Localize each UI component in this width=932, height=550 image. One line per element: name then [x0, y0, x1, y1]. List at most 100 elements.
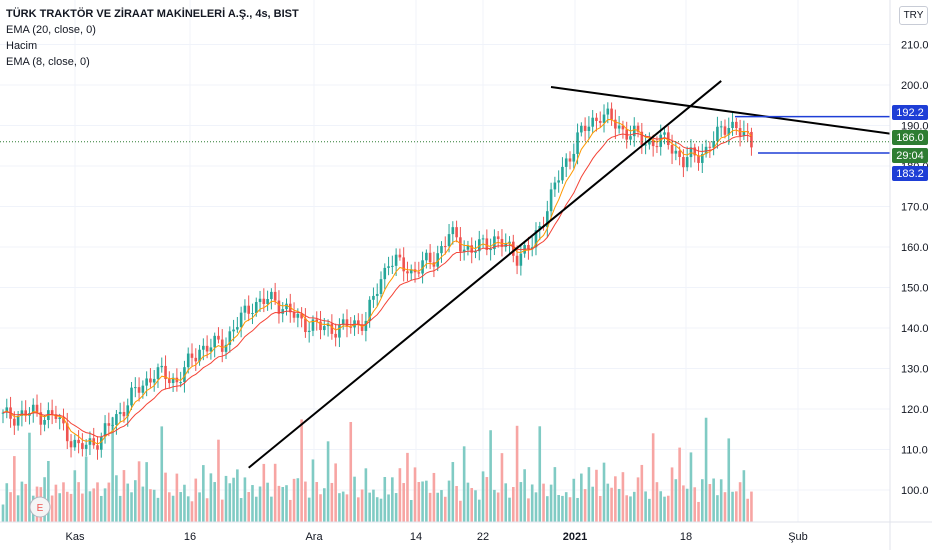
- candle-body: [402, 257, 405, 272]
- candle-body: [587, 126, 591, 132]
- volume-bar: [496, 492, 500, 522]
- volume-bar: [723, 492, 727, 522]
- candle-body: [54, 414, 58, 419]
- countdown-tag-bg: [892, 148, 928, 163]
- volume-bar: [213, 482, 216, 522]
- time-tick-label: Şub: [788, 531, 808, 543]
- volume-bar: [674, 479, 678, 522]
- volume-bar: [451, 462, 455, 522]
- currency-button[interactable]: TRY: [899, 6, 928, 25]
- volume-bar: [617, 488, 621, 522]
- price-tick-label: 150.0: [901, 283, 929, 295]
- volume-bar: [542, 483, 545, 522]
- candle-body: [447, 234, 451, 247]
- price-axis[interactable]: 210.0200.0190.0180.0170.0160.0150.0140.0…: [889, 0, 929, 550]
- candle-body: [515, 255, 519, 266]
- candle-body: [474, 251, 477, 253]
- candle-body: [409, 269, 413, 274]
- candle-body: [368, 299, 371, 321]
- candle-body: [651, 139, 655, 147]
- volume-bar: [186, 496, 190, 522]
- volume-bar: [636, 477, 640, 522]
- candle-body: [141, 385, 145, 393]
- volume-bar: [489, 430, 492, 522]
- candle-body: [236, 327, 239, 330]
- volume-bars: [1, 417, 753, 522]
- candle-body: [5, 407, 9, 413]
- ema20-legend[interactable]: EMA (20, close, 0): [6, 24, 96, 36]
- volume-bar: [443, 496, 447, 522]
- volume-legend[interactable]: Hacim: [6, 40, 38, 52]
- candle-body: [330, 323, 334, 334]
- ema8-legend[interactable]: EMA (8, close, 0): [6, 56, 90, 68]
- candle-body: [538, 226, 542, 231]
- volume-bar: [54, 484, 58, 522]
- volume-bar: [561, 495, 564, 522]
- volume-bar: [440, 490, 443, 522]
- volume-bar: [81, 493, 84, 522]
- volume-bar: [1, 504, 5, 522]
- candle-body: [243, 305, 247, 313]
- candle-body: [149, 378, 152, 383]
- candle-body: [685, 157, 689, 168]
- volume-bar: [232, 477, 235, 522]
- resistance-tag-bg: [892, 105, 928, 120]
- candle-body: [496, 236, 500, 239]
- volume-bar: [202, 465, 205, 522]
- candle-body: [614, 119, 617, 129]
- candle-body: [549, 189, 553, 212]
- candle-body: [205, 345, 209, 352]
- earnings-badge[interactable]: E: [29, 496, 51, 518]
- candle-body: [576, 132, 579, 154]
- candle-body: [512, 241, 515, 256]
- volume-bar: [515, 425, 519, 522]
- candle-body: [727, 127, 731, 135]
- volume-bar: [557, 495, 560, 522]
- candle-body: [557, 180, 560, 183]
- volume-bar: [602, 462, 606, 522]
- volume-bar: [357, 497, 360, 522]
- earnings-badge-circle[interactable]: [29, 496, 51, 518]
- earnings-badge-label: E: [37, 503, 44, 514]
- candle-body: [334, 333, 337, 338]
- candle-body: [421, 260, 424, 274]
- volume-bar: [406, 452, 409, 522]
- volume-bar: [323, 488, 326, 522]
- candle-body: [315, 319, 319, 322]
- candle-body: [62, 417, 65, 424]
- volume-bar: [572, 478, 576, 522]
- volume-bar: [670, 467, 674, 522]
- candle-body: [383, 267, 387, 280]
- candle-body: [81, 443, 84, 449]
- candle-body: [387, 266, 390, 268]
- time-axis[interactable]: Kas 16 Ara 14 22 2021 18 Şub: [0, 521, 932, 543]
- ema-lines: [0, 118, 890, 445]
- candle-body: [606, 108, 610, 115]
- volume-bar: [666, 495, 670, 522]
- volume-bar: [564, 492, 568, 522]
- volume-bar: [595, 469, 598, 522]
- candle-body: [716, 126, 719, 142]
- candle-body: [519, 253, 523, 266]
- volume-bar: [92, 488, 96, 522]
- price-tick-label: 210.0: [901, 40, 929, 52]
- symbol-title[interactable]: TÜRK TRAKTÖR VE ZİRAAT MAKİNELERİ A.Ş., …: [6, 8, 299, 20]
- candle-body: [160, 365, 164, 368]
- volume-bar: [750, 491, 753, 522]
- candle-body: [572, 153, 576, 162]
- candle-body: [258, 298, 262, 303]
- price-tick-label: 130.0: [901, 364, 929, 376]
- candle-body: [598, 120, 602, 123]
- candle-body: [65, 423, 69, 442]
- candle-body: [583, 125, 587, 132]
- volume-bar: [345, 494, 349, 522]
- volume-bar: [621, 472, 625, 522]
- volume-bar: [115, 475, 118, 522]
- candle-body: [477, 239, 481, 252]
- volume-bar: [500, 453, 504, 522]
- trendlines[interactable]: [248, 80, 891, 469]
- volume-bar: [28, 432, 31, 522]
- candle-body: [122, 411, 126, 417]
